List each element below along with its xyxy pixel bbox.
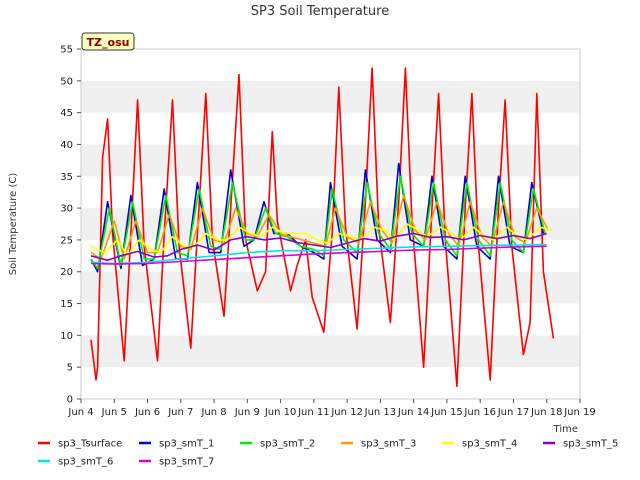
grid-band	[81, 303, 580, 336]
legend-label: sp3_smT_7	[159, 457, 214, 468]
legend-label: sp3_Tsurface	[58, 439, 122, 450]
x-axis-label: Time	[553, 424, 578, 435]
y-tick-label: 45	[60, 108, 73, 119]
legend-label: sp3_smT_5	[563, 439, 618, 450]
grid-band	[81, 367, 580, 399]
x-tick-label: Jun 15	[430, 407, 463, 418]
x-tick-label: Jun 11	[297, 407, 330, 418]
x-tick-label: Jun 6	[134, 407, 160, 418]
chart-title: SP3 Soil Temperature	[251, 4, 389, 19]
legend-label: sp3_smT_4	[462, 439, 517, 450]
legend: sp3_Tsurface sp3_smT_1 sp3_smT_2 sp3_smT_3 s…	[38, 439, 618, 468]
legend-item: sp3_smT_1	[139, 439, 214, 450]
y-tick-label: 20	[60, 267, 73, 278]
y-tick-label: 5	[67, 363, 73, 374]
legend-item: sp3_smT_2	[240, 439, 315, 450]
series-line-sp3_Tsurface	[90, 67, 555, 388]
site-tag-box	[81, 32, 135, 51]
x-tick-label: Jun 10	[264, 407, 297, 418]
legend-item: sp3_Tsurface	[38, 439, 122, 450]
legend-item: sp3_smT_5	[543, 439, 618, 450]
y-tick-label: 50	[60, 76, 73, 87]
legend-label: sp3_smT_1	[159, 439, 214, 450]
site-tag-label: TZ_osu	[87, 36, 130, 49]
x-tick-label: Jun 17	[497, 407, 530, 418]
legend-label: sp3_smT_2	[260, 439, 315, 450]
series-line-sp3_smT_7	[90, 245, 547, 265]
x-tick-label: Jun 16	[463, 407, 496, 418]
series-line-sp3_smT_5	[90, 232, 547, 262]
y-axis-label: Soil Temperature (C)	[8, 173, 19, 276]
grid-band	[81, 144, 580, 177]
y-tick-label: 10	[60, 331, 73, 342]
x-tick-label: Jun 5	[101, 407, 127, 418]
plot-frame	[80, 48, 581, 400]
y-tick-label: 0	[67, 395, 73, 406]
y-tick-label: 40	[60, 140, 73, 151]
y-tick-label: 25	[60, 235, 73, 246]
series-line-sp3_smT_2	[90, 175, 546, 270]
x-tick-label: Jun 8	[200, 407, 226, 418]
x-tick-label: Jun 4	[67, 407, 93, 418]
x-tick-label: Jun 13	[364, 407, 397, 418]
grid-band	[81, 49, 580, 81]
legend-item: sp3_smT_7	[139, 457, 214, 468]
series-line-sp3_smT_4	[90, 223, 552, 257]
y-axis: 0 5 10 15 20 25 30 35 40 45 50 55	[60, 45, 81, 406]
legend-label: sp3_smT_3	[361, 439, 416, 450]
grid-band	[81, 335, 580, 368]
series-line-sp3_smT_1	[90, 162, 545, 273]
y-tick-label: 55	[60, 45, 73, 56]
legend-item: sp3_smT_3	[341, 439, 416, 450]
legend-item: sp3_smT_6	[38, 457, 113, 468]
grid-band	[81, 112, 580, 145]
x-tick-label: Jun 18	[530, 407, 563, 418]
grid-band	[81, 271, 580, 304]
grid-band	[81, 80, 580, 113]
x-tick-label: Jun 7	[167, 407, 193, 418]
x-tick-label: Jun 12	[330, 407, 363, 418]
series-line-sp3_smT_3	[90, 194, 550, 260]
site-tag: TZ_osu	[81, 32, 135, 51]
x-tick-label: Jun 19	[563, 407, 596, 418]
legend-item: sp3_smT_4	[442, 439, 517, 450]
x-axis: Jun 4 Jun 5 Jun 6 Jun 7 Jun 8 Jun 9 Jun 10 Jun …	[67, 399, 596, 418]
y-tick-label: 15	[60, 299, 73, 310]
x-tick-label: Jun 14	[397, 407, 430, 418]
x-tick-label: Jun 9	[234, 407, 260, 418]
y-tick-label: 35	[60, 172, 73, 183]
legend-label: sp3_smT_6	[58, 457, 113, 468]
series-layer	[90, 67, 555, 388]
y-tick-label: 30	[60, 204, 73, 215]
series-line-sp3_smT_6	[90, 243, 547, 265]
